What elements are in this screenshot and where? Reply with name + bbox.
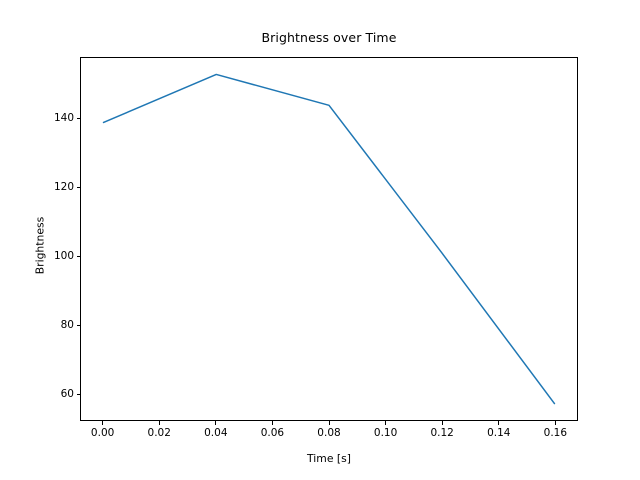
chart-title: Brightness over Time xyxy=(261,30,397,45)
x-tick-label: 0.06 xyxy=(260,427,285,439)
line-series-brightness xyxy=(104,74,555,403)
x-tick-mark xyxy=(271,421,273,425)
x-tick-mark xyxy=(554,421,556,425)
y-tick-label: 140 xyxy=(53,112,74,125)
y-tick-label: 60 xyxy=(60,388,74,401)
x-tick-label: 0.16 xyxy=(543,427,568,439)
x-tick-mark xyxy=(328,421,330,425)
x-tick-label: 0.12 xyxy=(430,427,454,439)
x-tick-mark xyxy=(215,421,217,425)
y-tick-label: 80 xyxy=(60,319,74,332)
x-tick-mark xyxy=(498,421,500,425)
x-tick-label: 0.04 xyxy=(204,427,228,439)
y-tick-mark xyxy=(76,255,80,257)
x-tick-label: 0.02 xyxy=(147,427,171,439)
x-tick-label: 0.08 xyxy=(317,427,341,439)
x-tick-label: 0.14 xyxy=(487,427,511,439)
line-series-svg xyxy=(81,58,577,420)
x-tick-mark xyxy=(385,421,387,425)
y-tick-mark xyxy=(76,393,80,395)
x-tick-mark xyxy=(158,421,160,425)
x-tick-mark xyxy=(441,421,443,425)
y-tick-label: 100 xyxy=(53,250,74,263)
y-tick-label: 120 xyxy=(53,181,74,194)
plot-area xyxy=(80,57,578,421)
x-tick-mark xyxy=(102,421,104,425)
y-tick-mark xyxy=(76,117,80,119)
x-tick-label: 0.00 xyxy=(90,427,115,439)
y-axis-label: Brightness xyxy=(33,216,47,275)
x-axis-label: Time [s] xyxy=(307,452,351,465)
y-tick-mark xyxy=(76,186,80,188)
x-tick-label: 0.10 xyxy=(373,427,398,439)
y-tick-mark xyxy=(76,324,80,326)
